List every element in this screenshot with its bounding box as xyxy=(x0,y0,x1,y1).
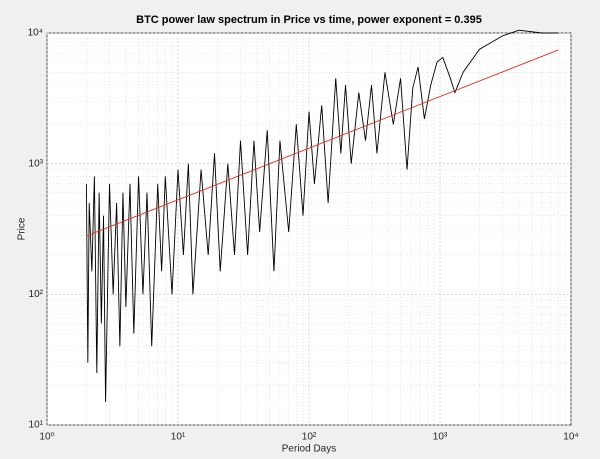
y-tick-label: 10³ xyxy=(29,158,44,169)
x-tick-label: 10⁴ xyxy=(563,432,578,443)
series-line xyxy=(86,49,559,237)
y-tick-label: 10¹ xyxy=(29,420,44,431)
x-axis-label: Period Days xyxy=(282,444,336,455)
y-tick-label: 10⁴ xyxy=(28,28,43,39)
x-tick-label: 10¹ xyxy=(171,432,186,443)
series-line xyxy=(85,29,559,402)
y-axis-label: Price xyxy=(17,217,28,240)
y-tick-label: 10² xyxy=(29,289,44,300)
chart-title: BTC power law spectrum in Price vs time,… xyxy=(136,14,482,26)
x-tick-label: 10² xyxy=(302,432,317,443)
x-tick-label: 10³ xyxy=(433,432,448,443)
x-tick-label: 10⁰ xyxy=(39,432,54,443)
